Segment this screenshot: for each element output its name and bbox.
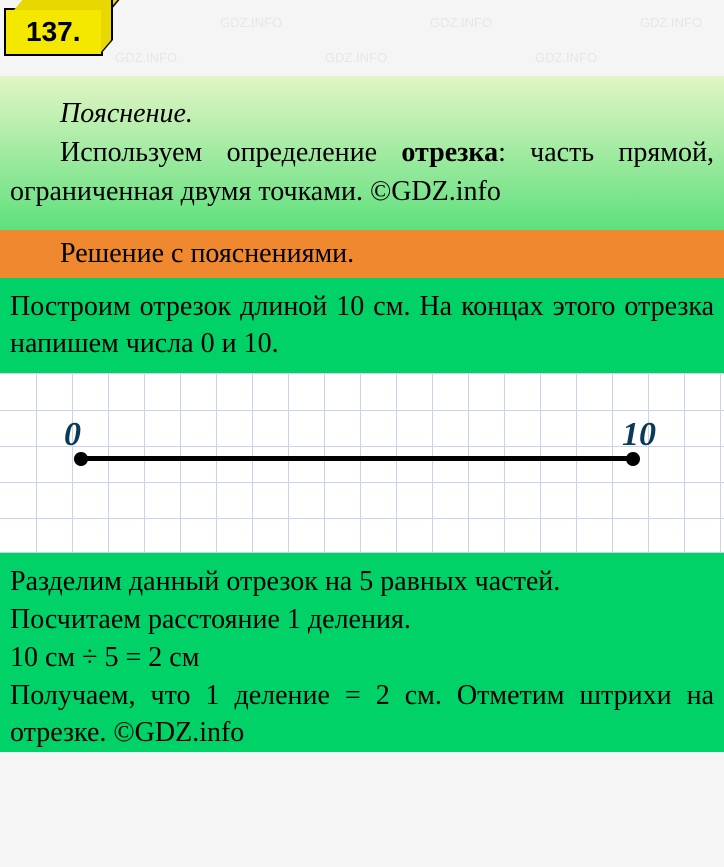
solution-header: Решение с пояснениями.: [0, 230, 724, 278]
grid-line: [360, 374, 361, 552]
solution-body-1: Построим отрезок длиной 10 см. На концах…: [0, 278, 724, 374]
solution-line-4: Получаем, что 1 деление = 2 см. Отметим …: [10, 677, 714, 753]
segment-line: [80, 456, 634, 461]
grid-line: [720, 374, 721, 552]
grid-line: [288, 374, 289, 552]
grid-line: [504, 374, 505, 552]
segment-diagram: 0 10: [0, 373, 724, 553]
grid-line: [684, 374, 685, 552]
grid-line: [324, 374, 325, 552]
grid-line: [432, 374, 433, 552]
grid-line: [216, 374, 217, 552]
solution-header-text: Решение с пояснениями.: [60, 238, 354, 269]
badge-3d-right: [101, 0, 113, 54]
grid-line: [144, 374, 145, 552]
solution-body-2: Разделим данный отрезок на 5 равных част…: [0, 553, 724, 752]
badge-container: 137.: [0, 0, 724, 76]
grid-line: [108, 374, 109, 552]
label-zero: 0: [64, 416, 81, 454]
explanation-section: Пояснение. Используем определение отрезк…: [0, 76, 724, 230]
solution-line-1: Разделим данный отрезок на 5 равных част…: [10, 563, 714, 601]
problem-number: 137.: [26, 16, 81, 47]
endpoint-right: [626, 452, 640, 466]
grid-line: [468, 374, 469, 552]
explanation-text-1: Используем определение: [60, 137, 401, 168]
grid-line: [576, 374, 577, 552]
solution-line-3: 10 см ÷ 5 = 2 см: [10, 639, 714, 677]
grid-line: [72, 374, 73, 552]
explanation-title: Пояснение.: [10, 94, 714, 133]
label-ten: 10: [622, 416, 656, 454]
grid-line: [36, 374, 37, 552]
explanation-bold: отрезка: [401, 137, 498, 168]
solution-text-1: Построим отрезок длиной 10 см. На концах…: [10, 291, 714, 360]
page-content: 137. Пояснение. Используем определение о…: [0, 0, 724, 752]
grid-line: [612, 374, 613, 552]
grid-line: [180, 374, 181, 552]
grid-line: [252, 374, 253, 552]
grid-line: [540, 374, 541, 552]
solution-line-2: Посчитаем расстояние 1 деления.: [10, 601, 714, 639]
explanation-body: Используем определение отрезка: часть пр…: [10, 133, 714, 211]
grid-line: [648, 374, 649, 552]
endpoint-left: [74, 452, 88, 466]
grid-line: [396, 374, 397, 552]
problem-number-badge: 137.: [4, 8, 103, 56]
